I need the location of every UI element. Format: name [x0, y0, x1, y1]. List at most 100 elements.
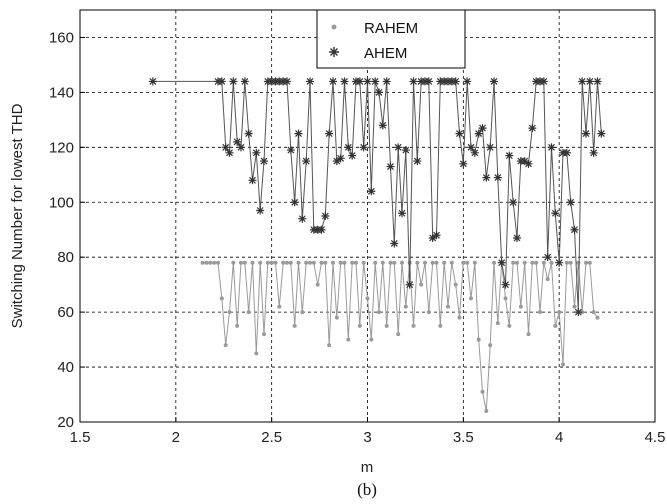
- ahem-point: [409, 77, 418, 86]
- ahem-point: [405, 280, 414, 289]
- ahem-point: [394, 143, 403, 152]
- rahem-point: [315, 282, 320, 287]
- rahem-point: [484, 409, 489, 414]
- ahem-point: [378, 121, 387, 130]
- ahem-point: [401, 146, 410, 155]
- rahem-point: [538, 310, 542, 315]
- ahem-point: [486, 143, 495, 152]
- ahem-point: [593, 77, 602, 86]
- rahem-point: [254, 351, 259, 356]
- ahem-point: [355, 77, 364, 86]
- ahem-point: [317, 225, 326, 234]
- rahem-point: [584, 260, 588, 265]
- ahem-point: [528, 124, 537, 133]
- legend-ahem-marker: [329, 47, 339, 57]
- ahem-point: [290, 198, 299, 207]
- rahem-point: [384, 323, 389, 328]
- ahem-point: [298, 214, 307, 223]
- rahem-point: [515, 260, 519, 265]
- rahem-point: [208, 260, 213, 265]
- rahem-point: [557, 310, 562, 315]
- rahem-point: [265, 260, 270, 265]
- rahem-point: [591, 310, 596, 315]
- rahem-point: [457, 315, 462, 320]
- y-tick-label: 100: [49, 194, 74, 211]
- ahem-point: [229, 77, 238, 86]
- y-tick-label: 40: [57, 359, 74, 376]
- rahem-point: [495, 321, 500, 326]
- rahem-point: [549, 260, 554, 265]
- rahem-point: [449, 260, 454, 265]
- y-tick-label: 80: [57, 249, 74, 266]
- rahem-point: [434, 260, 439, 265]
- ahem-point: [398, 209, 406, 218]
- ahem-point: [501, 280, 510, 289]
- ahem-point: [336, 154, 345, 163]
- y-tick-label: 140: [49, 84, 74, 101]
- rahem-point: [277, 304, 282, 309]
- x-tick-label: 2.5: [261, 429, 282, 446]
- ahem-point: [490, 77, 498, 86]
- ahem-point: [325, 129, 334, 138]
- ahem-point: [574, 308, 583, 317]
- ahem-point: [359, 143, 368, 152]
- ahem-point: [283, 77, 291, 86]
- axis-ticks: 1.5 2 2.5 3 3.5 4 4.5 20 40 60 80 100 120 140 160: [49, 29, 665, 446]
- rahem-point: [212, 260, 217, 265]
- ahem-point: [424, 77, 433, 86]
- ahem-point: [302, 157, 311, 166]
- x-tick-label: 1.5: [70, 429, 91, 446]
- ahem-point: [520, 157, 529, 166]
- ahem-point: [306, 77, 314, 86]
- x-tick-label: 2: [172, 429, 180, 446]
- ahem-point: [539, 77, 548, 86]
- ahem-point: [585, 77, 594, 86]
- rahem-point: [392, 260, 397, 265]
- rahem-point: [430, 260, 435, 265]
- rahem-point: [219, 296, 224, 301]
- ahem-point: [547, 143, 556, 152]
- ahem-point: [597, 129, 606, 138]
- ahem-point: [474, 129, 483, 138]
- rahem-point: [304, 260, 309, 265]
- ahem-point: [321, 212, 330, 220]
- ahem-point: [286, 146, 295, 155]
- rahem-point: [365, 296, 370, 301]
- ahem-point: [428, 233, 437, 242]
- legend-rahem-marker: [331, 24, 337, 30]
- ahem-point: [344, 143, 353, 152]
- rahem-point: [296, 260, 301, 265]
- ahem-point: [233, 137, 242, 146]
- ahem-point: [148, 77, 157, 86]
- rahem-point: [216, 260, 220, 265]
- rahem-point: [488, 343, 493, 348]
- rahem-point: [361, 260, 366, 265]
- rahem-point: [319, 260, 324, 265]
- rahem-point: [227, 310, 232, 315]
- ahem-point: [240, 77, 249, 86]
- y-tick-label: 120: [49, 139, 74, 156]
- rahem-point: [541, 260, 546, 265]
- x-tick-label: 3: [363, 429, 371, 446]
- ahem-point: [375, 88, 383, 97]
- ahem-point: [555, 258, 564, 267]
- rahem-point: [461, 260, 466, 265]
- ahem-point: [470, 148, 479, 157]
- ahem-point: [505, 151, 514, 160]
- rahem-point: [568, 260, 573, 265]
- ahem-point: [367, 187, 376, 196]
- ahem-point: [221, 143, 230, 152]
- rahem-point: [250, 260, 255, 265]
- rahem-point: [204, 260, 209, 265]
- rahem-point: [239, 260, 243, 265]
- rahem-point: [411, 323, 416, 328]
- ahem-point: [225, 148, 234, 157]
- legend: RAHEM AHEM: [316, 9, 466, 69]
- ahem-point: [570, 225, 579, 234]
- rahem-point: [311, 260, 316, 265]
- rahem-point: [534, 260, 539, 265]
- rahem-point: [388, 260, 393, 265]
- rahem-point: [476, 337, 481, 342]
- ahem-point: [294, 129, 303, 138]
